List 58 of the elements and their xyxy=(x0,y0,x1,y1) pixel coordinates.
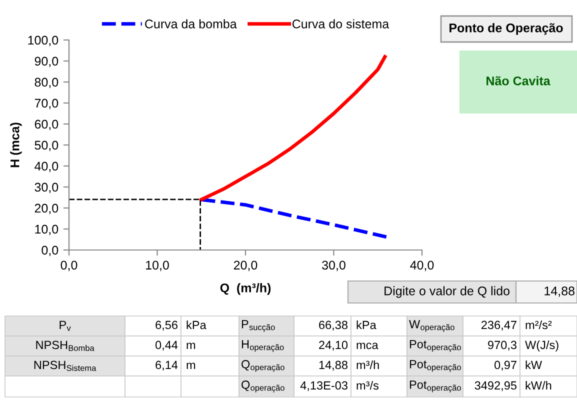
text: Pot$_{operação}$ xyxy=(410,380,461,392)
text: kPa xyxy=(186,320,206,330)
text: Q$_{operação}$ xyxy=(242,380,284,392)
text: P$_{sucção}$ xyxy=(242,320,275,332)
y-tick-label: 100,0 xyxy=(28,36,58,46)
text: Digite o valor de Q lido xyxy=(384,286,510,298)
x-tick-label: 0,0 xyxy=(60,260,78,272)
x-tick-label: 20,0 xyxy=(234,260,258,272)
y-tick-label: 30,0 xyxy=(34,182,58,194)
text: W$_{operação}$ xyxy=(409,320,454,332)
text: m³/s xyxy=(356,380,379,390)
y-tick-label: 60,0 xyxy=(34,120,58,130)
text: 14,88 xyxy=(544,286,574,297)
text: 0,97 xyxy=(494,360,516,371)
text: W(J/s) xyxy=(525,340,558,352)
x-tick-label: 10,0 xyxy=(146,260,169,272)
text: 66,38 xyxy=(319,320,348,331)
y-tick-label: 40,0 xyxy=(34,162,58,172)
text: mca xyxy=(356,342,378,350)
text: P$_{v}$ xyxy=(60,320,71,331)
text: 24,10 xyxy=(319,340,348,351)
text: 0,44 xyxy=(155,340,178,351)
y-tick-label: 10,0 xyxy=(35,224,58,236)
y-tick-label: 90,0 xyxy=(34,56,58,68)
text: m xyxy=(186,342,196,350)
x-tick-label: 30,0 xyxy=(322,260,346,272)
text: Pot$_{operação}$ xyxy=(410,360,461,372)
y-tick-label: 50,0 xyxy=(34,140,58,152)
text: Ponto de Operação xyxy=(450,23,563,35)
text: m²/s² xyxy=(526,320,552,330)
text: 14,88 xyxy=(319,360,348,371)
line-series xyxy=(200,55,387,202)
text: kW/h xyxy=(526,380,552,390)
y-tick-label: 70,0 xyxy=(34,98,58,110)
text: Q$_{operação}$ xyxy=(242,360,284,372)
y-tick-label: 80,0 xyxy=(34,78,58,88)
text: 6,14 xyxy=(156,360,178,371)
text: m xyxy=(186,362,196,370)
text: 6,56 xyxy=(156,320,178,331)
text: 970,3 xyxy=(488,340,516,351)
y-tick-label: 0,0 xyxy=(42,246,58,256)
x-axis-title: Q (m³/h) xyxy=(220,283,271,295)
text: kW xyxy=(526,360,542,370)
y-tick-label: 20,0 xyxy=(34,204,58,214)
text: 3492,95 xyxy=(474,381,517,392)
text: kPa xyxy=(356,320,376,330)
y-axis-title: H (mca) xyxy=(10,122,22,168)
legend-label: Curva da bomba xyxy=(145,19,237,28)
text: H$_{operação}$ xyxy=(242,340,284,352)
legend-label: Curva do sistema xyxy=(292,19,390,28)
text: 4,13E-03 xyxy=(300,381,348,392)
text: m³/h xyxy=(356,360,379,370)
x-tick-label: 40,0 xyxy=(410,260,434,272)
text: Pot$_{operação}$ xyxy=(410,340,461,352)
text: NPSH$_{Bomba}$ xyxy=(36,340,94,351)
text: Não Cavita xyxy=(486,76,550,86)
text: 236,47 xyxy=(481,320,516,331)
text: NPSH$_{Sistema}$ xyxy=(34,360,96,371)
